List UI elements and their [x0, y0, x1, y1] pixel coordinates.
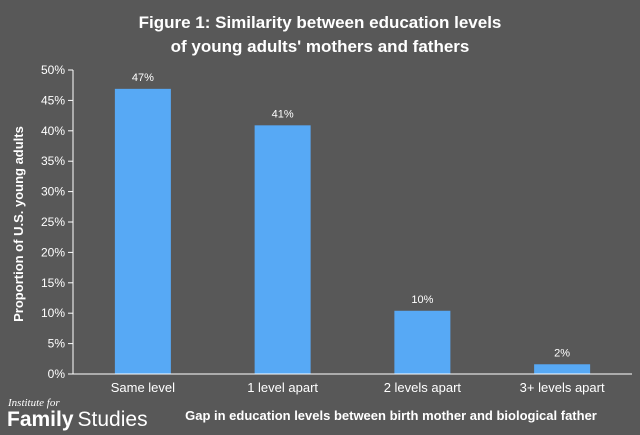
bar: [394, 310, 451, 374]
y-tick-label: 25%: [41, 215, 65, 229]
y-tick-label: 30%: [41, 185, 65, 199]
y-tick-label: 20%: [41, 245, 65, 259]
logo-word-studies: Studies: [78, 408, 148, 431]
x-tick-label: 3+ levels apart: [520, 380, 605, 395]
chart-title-line-1: Figure 1: Similarity between education l…: [139, 13, 502, 32]
x-tick-label: 2 levels apart: [384, 380, 462, 395]
institute-for-family-studies-logo: Institute for Family Studies: [7, 397, 148, 431]
bar: [114, 88, 171, 375]
x-tick-label: Same level: [111, 380, 175, 395]
y-tick-label: 45%: [41, 93, 65, 107]
y-tick-label: 50%: [41, 63, 65, 77]
y-axis-title: Proportion of U.S. young adults: [11, 126, 26, 322]
y-tick-label: 35%: [41, 154, 65, 168]
y-tick-label: 0%: [48, 367, 66, 381]
y-tick-label: 15%: [41, 276, 65, 290]
y-tick-label: 10%: [41, 306, 65, 320]
logo-wordmark: Family Studies: [7, 408, 148, 431]
logo-line-institute-for: Institute for: [7, 397, 60, 409]
x-axis-title: Gap in education levels between birth mo…: [185, 408, 597, 423]
y-tick-label: 5%: [48, 337, 66, 351]
data-label: 10%: [411, 294, 433, 306]
y-tick-label: 40%: [41, 124, 65, 138]
data-labels: 47% 41% 10% 2%: [132, 72, 570, 359]
data-label: 41%: [272, 108, 294, 120]
bar: [254, 125, 311, 374]
x-axis-labels: Same level 1 level apart 2 levels apart 3+ …: [111, 380, 605, 395]
chart-title-line-2: of young adults' mothers and fathers: [171, 37, 470, 56]
logo-word-family: Family: [7, 408, 74, 431]
x-tick-label: 1 level apart: [247, 380, 318, 395]
data-label: 47%: [132, 72, 154, 84]
data-label: 2%: [554, 347, 570, 359]
y-axis-ticks: 0% 5% 10% 15% 20% 25% 30% 35% 40% 45% 50%: [41, 63, 73, 381]
bars: [114, 88, 591, 375]
bar: [534, 364, 591, 374]
